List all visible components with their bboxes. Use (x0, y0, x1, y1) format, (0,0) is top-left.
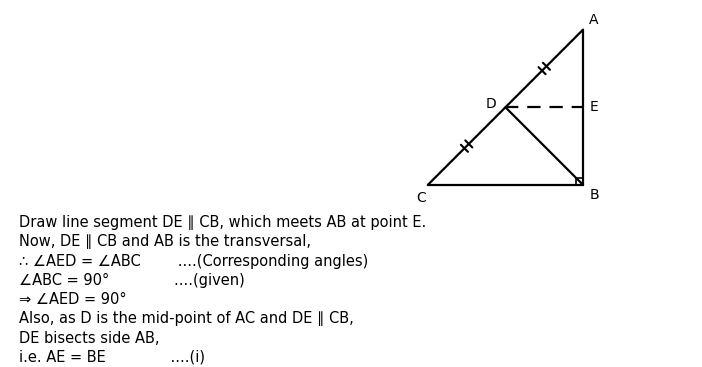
Text: C: C (417, 191, 427, 205)
Text: A: A (589, 12, 599, 26)
Text: ⇒ ∠AED = 90°: ⇒ ∠AED = 90° (19, 292, 126, 307)
Text: Now, DE ∥ CB and AB is the transversal,: Now, DE ∥ CB and AB is the transversal, (19, 234, 311, 249)
Text: ∴ ∠AED = ∠ABC        ....(Corresponding angles): ∴ ∠AED = ∠ABC ....(Corresponding angles) (19, 254, 368, 269)
Text: DE bisects side AB,: DE bisects side AB, (19, 331, 159, 346)
Text: B: B (589, 188, 599, 202)
Text: Draw line segment DE ∥ CB, which meets AB at point E.: Draw line segment DE ∥ CB, which meets A… (19, 215, 426, 230)
Text: E: E (589, 100, 598, 114)
Text: Also, as D is the mid-point of AC and DE ∥ CB,: Also, as D is the mid-point of AC and DE… (19, 311, 353, 326)
Text: ∠ABC = 90°              ....(given): ∠ABC = 90° ....(given) (19, 273, 244, 288)
Text: i.e. AE = BE              ....(i): i.e. AE = BE ....(i) (19, 350, 205, 365)
Text: D: D (485, 97, 496, 111)
